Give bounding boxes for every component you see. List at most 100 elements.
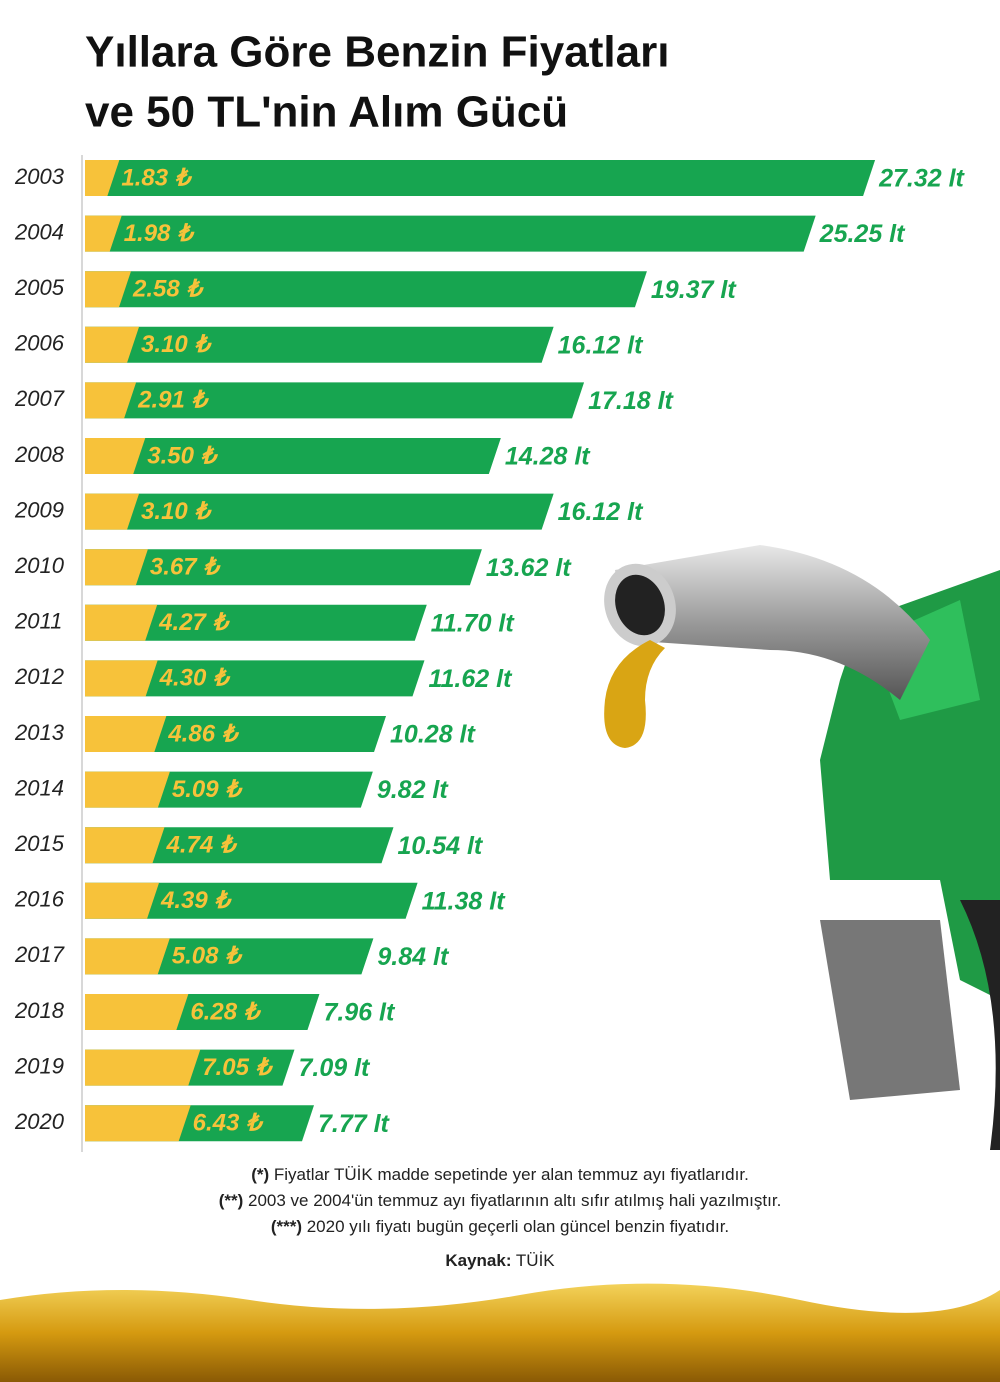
price-label: 4.74 ₺: [165, 832, 237, 859]
price-bar: [85, 882, 160, 919]
price-bar: [85, 938, 170, 975]
liters-label: 9.84 lt: [377, 943, 450, 971]
price-bar: [85, 549, 148, 586]
footnote-marker: (***): [271, 1217, 302, 1236]
liters-bar: [85, 326, 554, 363]
price-bar: [85, 215, 122, 252]
footnote-text: Fiyatlar TÜİK madde sepetinde yer alan t…: [269, 1165, 749, 1184]
liters-bar: [85, 382, 585, 419]
y-tick-label: 2009: [14, 497, 64, 522]
liters-label: 11.38 lt: [422, 887, 507, 915]
liters-label: 7.77 lt: [318, 1110, 391, 1138]
liters-label: 17.18 lt: [588, 387, 674, 415]
price-bar: [85, 771, 170, 808]
price-label: 5.08 ₺: [172, 943, 243, 970]
price-label: 4.27 ₺: [158, 609, 230, 636]
liters-bar: [85, 160, 876, 196]
y-tick-label: 2007: [14, 386, 65, 411]
price-label: 4.39 ₺: [160, 887, 232, 914]
y-tick-label: 2018: [14, 998, 65, 1023]
price-bar: [85, 438, 146, 474]
liters-bar: [85, 549, 482, 586]
price-label: 3.10 ₺: [141, 498, 212, 525]
liters-bar: [85, 438, 501, 474]
liters-label: 16.12 lt: [558, 331, 644, 359]
liters-bar: [85, 604, 427, 641]
price-label: 7.05 ₺: [202, 1054, 273, 1081]
price-label: 5.09 ₺: [172, 776, 243, 803]
oil-decoration: [0, 1283, 1000, 1382]
liters-label: 19.37 lt: [651, 276, 737, 304]
price-bar: [85, 604, 158, 641]
liters-label: 7.09 lt: [298, 1054, 371, 1082]
chart-title: ve 50 TL'nin Alım Gücü: [85, 88, 568, 137]
price-bar: [85, 660, 158, 697]
price-label: 4.30 ₺: [159, 665, 231, 692]
footnote-marker: (**): [219, 1191, 244, 1210]
y-tick-label: 2019: [14, 1053, 64, 1078]
liters-label: 10.28 lt: [390, 721, 476, 749]
liters-bar: [85, 493, 554, 530]
price-label: 6.43 ₺: [193, 1110, 264, 1137]
price-bar: [85, 716, 167, 752]
footnote-marker: (*): [251, 1165, 269, 1184]
y-tick-label: 2017: [14, 942, 65, 967]
footnote-text: 2020 yılı fiyatı bugün geçerli olan günc…: [302, 1217, 729, 1236]
price-label: 4.86 ₺: [167, 720, 239, 747]
source-label: Kaynak:: [445, 1251, 511, 1270]
liters-bar: [85, 660, 425, 697]
y-tick-label: 2015: [14, 831, 65, 856]
y-tick-label: 2016: [14, 887, 65, 912]
footnote-text: 2003 ve 2004'ün temmuz ayı fiyatlarının …: [243, 1191, 781, 1210]
y-tick-label: 2003: [14, 164, 65, 189]
price-label: 1.98 ₺: [124, 220, 195, 247]
liters-label: 11.70 lt: [431, 609, 516, 637]
liters-bar: [85, 827, 394, 864]
price-bar: [85, 160, 120, 196]
price-label: 3.67 ₺: [150, 554, 221, 581]
liters-label: 7.96 lt: [323, 999, 396, 1027]
liters-label: 9.82 lt: [377, 776, 450, 804]
source: Kaynak: TÜİK: [445, 1251, 555, 1270]
footnote: (**) 2003 ve 2004'ün temmuz ayı fiyatlar…: [219, 1191, 782, 1210]
y-tick-label: 2012: [14, 664, 64, 689]
liters-bar: [85, 882, 418, 919]
source-text: TÜİK: [512, 1251, 556, 1270]
footnote: (*) Fiyatlar TÜİK madde sepetinde yer al…: [251, 1165, 749, 1184]
price-bar: [85, 382, 137, 419]
price-label: 1.83 ₺: [121, 164, 192, 191]
price-bar: [85, 827, 165, 864]
y-tick-label: 2014: [14, 775, 64, 800]
liters-label: 27.32 lt: [878, 165, 965, 193]
liters-label: 11.62 lt: [428, 665, 513, 693]
y-tick-label: 2004: [14, 219, 64, 244]
price-bar: [85, 271, 131, 308]
liters-label: 16.12 lt: [558, 498, 644, 526]
price-bar: [85, 1105, 191, 1142]
price-label: 2.58 ₺: [132, 276, 204, 303]
price-label: 2.91 ₺: [137, 387, 209, 414]
y-tick-label: 2006: [14, 331, 65, 356]
y-tick-label: 2011: [14, 609, 62, 634]
chart-title: Yıllara Göre Benzin Fiyatları: [85, 28, 669, 77]
price-label: 3.50 ₺: [147, 442, 218, 469]
liters-bar: [85, 215, 816, 252]
liters-bar: [85, 271, 647, 308]
price-bar: [85, 994, 189, 1030]
y-tick-label: 2008: [14, 442, 65, 467]
price-bar: [85, 326, 140, 363]
y-tick-label: 2013: [14, 720, 65, 745]
y-tick-label: 2020: [14, 1109, 65, 1134]
fuel-nozzle-illustration: [604, 545, 1000, 1150]
liters-label: 25.25 lt: [819, 220, 906, 248]
footnote: (***) 2020 yılı fiyatı bugün geçerli ola…: [271, 1217, 729, 1236]
y-tick-label: 2005: [14, 275, 65, 300]
liters-label: 10.54 lt: [397, 832, 483, 860]
price-label: 3.10 ₺: [141, 331, 212, 358]
liters-label: 14.28 lt: [505, 443, 591, 471]
y-tick-label: 2010: [14, 553, 65, 578]
price-bar: [85, 493, 140, 530]
price-label: 6.28 ₺: [190, 998, 261, 1025]
price-bar: [85, 1049, 201, 1086]
